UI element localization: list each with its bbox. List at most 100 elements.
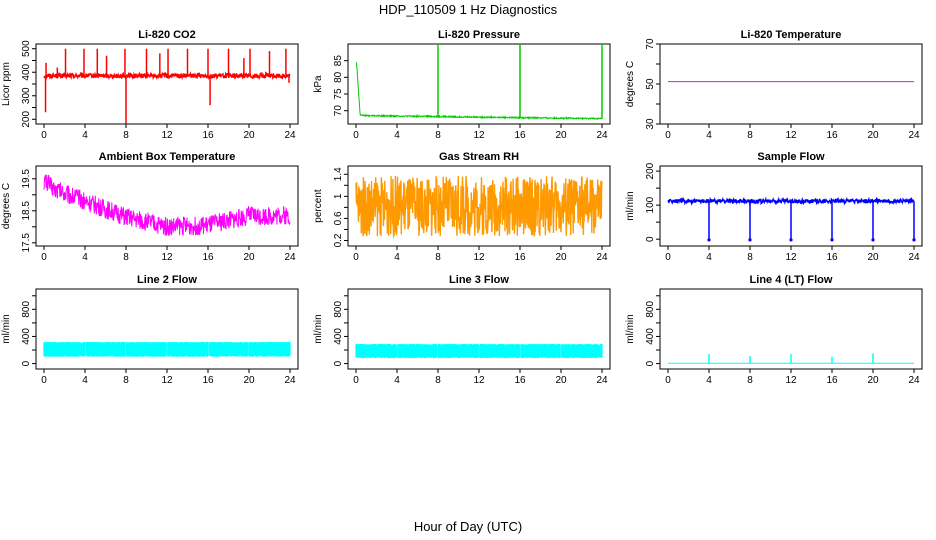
y-tick-label: 400 [645, 328, 656, 345]
series-dip-point [707, 238, 711, 242]
y-axis-label: percent [313, 189, 324, 223]
x-tick-label: 20 [867, 375, 879, 386]
series-dip-point [871, 238, 875, 242]
y-tick-label: 75 [333, 88, 344, 100]
x-tick-label: 8 [747, 375, 753, 386]
x-tick-label: 8 [435, 375, 441, 386]
x-tick-label: 24 [284, 375, 296, 386]
y-tick-label: 70 [645, 38, 656, 50]
x-tick-label: 4 [394, 375, 400, 386]
panel-3: Ambient Box Temperature 0 4 8 12 16 20 24 17.5 18… [1, 151, 299, 263]
panel-title: Sample Flow [757, 151, 825, 163]
y-axis-label: degrees C [625, 61, 636, 107]
y-tick-label: 80 [333, 71, 344, 83]
y-tick-label: 800 [333, 301, 344, 318]
panel-8: Line 4 (LT) Flow 0 4 8 12 16 20 24 0 400 800 ml/min [625, 274, 923, 386]
x-tick-label: 20 [555, 375, 567, 386]
x-tick-label: 4 [394, 130, 400, 141]
plot-frame [659, 43, 923, 125]
x-tick-label: 8 [435, 130, 441, 141]
y-tick-label: 800 [21, 301, 32, 318]
y-tick-label: 85 [333, 55, 344, 67]
x-tick-label: 8 [123, 252, 129, 263]
x-tick-label: 24 [908, 375, 920, 386]
y-tick-label: 300 [21, 87, 32, 104]
x-tick-label: 20 [555, 252, 567, 263]
panel-title: Line 4 (LT) Flow [750, 274, 833, 286]
y-tick-label: 0.2 [333, 233, 344, 247]
x-tick-label: 4 [706, 130, 712, 141]
y-tick-label: 50 [645, 78, 656, 90]
y-tick-label: 19.5 [21, 169, 32, 189]
y-tick-label: 1 [333, 193, 344, 199]
x-tick-label: 0 [41, 252, 47, 263]
x-tick-label: 0 [665, 375, 671, 386]
x-tick-label: 0 [665, 130, 671, 141]
x-tick-label: 16 [514, 130, 526, 141]
series-band [43, 341, 291, 357]
panel-5: Sample Flow 0 4 8 12 16 20 24 0 100 200 ml/min [625, 151, 923, 263]
panel-title: Line 2 Flow [137, 274, 197, 286]
x-tick-label: 4 [394, 252, 400, 263]
panel-0: Li-820 CO2 0 4 8 12 16 20 24 200 300 400 500 Licor p… [1, 29, 299, 141]
plot-frame [35, 43, 299, 125]
y-tick-label: 200 [645, 162, 656, 179]
x-tick-label: 0 [353, 375, 359, 386]
x-tick-label: 0 [353, 130, 359, 141]
x-tick-label: 24 [596, 252, 608, 263]
x-tick-label: 16 [826, 375, 838, 386]
x-tick-label: 0 [41, 130, 47, 141]
y-axis-label: ml/min [313, 314, 324, 343]
plot-frame [35, 288, 299, 370]
y-tick-label: 800 [645, 301, 656, 318]
x-tick-label: 20 [867, 252, 879, 263]
y-tick-label: 0 [333, 360, 344, 366]
x-tick-label: 24 [908, 252, 920, 263]
panel-title: Gas Stream RH [439, 151, 519, 163]
x-tick-label: 20 [243, 375, 255, 386]
y-tick-label: 400 [21, 328, 32, 345]
x-tick-label: 16 [202, 375, 214, 386]
x-tick-label: 0 [665, 252, 671, 263]
x-tick-label: 12 [161, 252, 173, 263]
x-tick-label: 16 [514, 252, 526, 263]
y-tick-label: 17.5 [21, 233, 32, 253]
y-axis-label: Licor ppm [1, 62, 12, 106]
y-tick-label: 18.5 [21, 201, 32, 221]
y-tick-label: 0 [21, 360, 32, 366]
x-tick-label: 24 [908, 130, 920, 141]
x-tick-label: 8 [747, 130, 753, 141]
x-tick-label: 4 [706, 252, 712, 263]
x-tick-label: 12 [473, 130, 485, 141]
x-tick-label: 16 [202, 252, 214, 263]
x-tick-label: 0 [353, 252, 359, 263]
series-line [355, 62, 603, 121]
x-tick-label: 4 [82, 252, 88, 263]
y-tick-label: 30 [645, 118, 656, 130]
x-tick-label: 16 [826, 252, 838, 263]
y-axis-label: ml/min [1, 314, 12, 343]
x-tick-label: 20 [555, 130, 567, 141]
panel-title: Li-820 CO2 [138, 29, 195, 41]
x-tick-label: 24 [284, 130, 296, 141]
series-line [355, 175, 603, 239]
panel-1: Li-820 Pressure 0 4 8 12 16 20 24 70 75 80 85 kPa [313, 29, 611, 141]
x-tick-label: 8 [747, 252, 753, 263]
x-tick-label: 24 [284, 252, 296, 263]
series-dip-point [912, 238, 916, 242]
y-tick-label: 400 [21, 63, 32, 80]
x-tick-label: 4 [706, 375, 712, 386]
figure-xlabel: Hour of Day (UTC) [414, 519, 522, 534]
y-tick-label: 0.6 [333, 211, 344, 225]
x-tick-label: 20 [243, 130, 255, 141]
x-tick-label: 24 [596, 375, 608, 386]
x-tick-label: 12 [161, 375, 173, 386]
x-tick-label: 0 [41, 375, 47, 386]
x-tick-label: 8 [123, 130, 129, 141]
x-tick-label: 12 [473, 252, 485, 263]
y-axis-label: degrees C [1, 183, 12, 229]
y-tick-label: 0 [645, 360, 656, 366]
x-tick-label: 12 [785, 252, 797, 263]
panel-4: Gas Stream RH 0 4 8 12 16 20 24 0.2 0.6 1 1.4 percen… [313, 151, 611, 263]
series-dip-point [830, 238, 834, 242]
